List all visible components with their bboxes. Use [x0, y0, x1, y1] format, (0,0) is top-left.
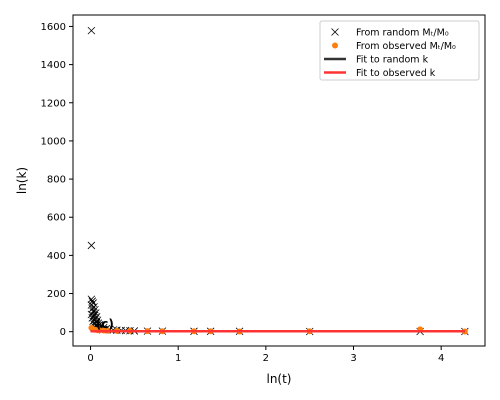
y-tick-label: 400 — [47, 251, 66, 262]
legend-entry-fit-observed: Fit to observed k — [324, 68, 436, 79]
random-point-stroke — [88, 305, 97, 313]
y-tick-label: 1000 — [41, 136, 66, 147]
y-tick-label: 0 — [60, 327, 66, 338]
ticks-layer: 0 1 2 3 4 0 200 400 600 800 1000 1200 1400 1600 — [41, 22, 445, 364]
legend-label-fit-random: Fit to random k — [356, 55, 429, 66]
legend-entry-fit-random: Fit to random k — [324, 55, 429, 66]
x-tick-label: 2 — [263, 353, 269, 364]
random-point — [89, 317, 97, 325]
legend-entry-random: From random Mₜ/M₀ — [331, 28, 449, 39]
y-tick-label: 1600 — [41, 22, 66, 33]
chart-annotation: (c) — [96, 317, 114, 331]
random-point — [87, 241, 96, 250]
legend-dot — [332, 42, 338, 49]
y-tick-label: 1200 — [41, 98, 66, 109]
random-point-stroke — [87, 241, 96, 250]
x-tick-label: 0 — [87, 353, 93, 364]
random-point — [87, 295, 96, 304]
legend-marker-circle — [332, 42, 338, 49]
y-tick-label: 1400 — [41, 60, 66, 71]
y-tick-label: 600 — [47, 213, 66, 224]
legend-marker-x — [331, 28, 339, 36]
x-tick-label: 3 — [350, 353, 356, 364]
legend-box — [319, 20, 480, 81]
legend-label-fit-observed: Fit to observed k — [356, 68, 436, 79]
plot-frame — [72, 14, 486, 347]
x-tick-label: 1 — [175, 353, 181, 364]
random-point — [87, 26, 96, 35]
random-point-stroke — [87, 301, 96, 309]
random-point-stroke — [87, 26, 96, 35]
y-tick-label: 200 — [47, 289, 66, 300]
legend-x — [331, 28, 339, 36]
random-point-stroke — [87, 310, 96, 319]
legend-label-random: From random Mₜ/M₀ — [356, 28, 449, 39]
y-axis-label: ln(k) — [15, 167, 29, 194]
random-point-stroke — [89, 317, 97, 325]
legend-label-observed: From observed Mₜ/M₀ — [356, 41, 456, 52]
y-tick-label: 800 — [47, 175, 66, 186]
plot-area — [87, 26, 469, 336]
x-tick-label: 4 — [438, 353, 444, 364]
random-point-stroke — [87, 295, 96, 304]
legend-x-stroke — [331, 28, 339, 36]
x-axis-label: ln(t) — [266, 372, 291, 386]
legend: From random Mₜ/M₀ From observed Mₜ/M₀ Fi… — [319, 20, 480, 81]
random-point-stroke — [88, 314, 97, 322]
legend-entry-observed: From observed Mₜ/M₀ — [332, 41, 456, 52]
